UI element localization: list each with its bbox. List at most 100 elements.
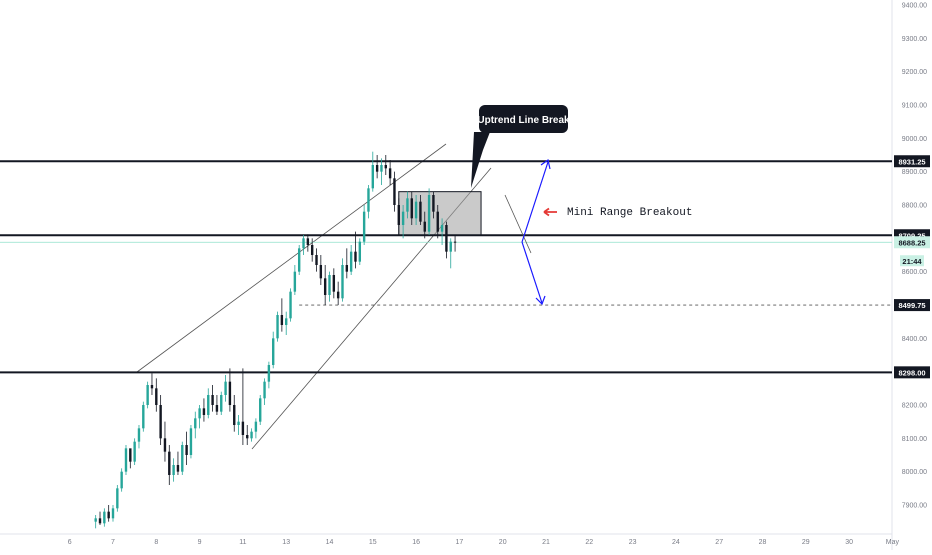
price-label-text: 8931.25 xyxy=(898,157,925,166)
candle-body xyxy=(176,465,180,472)
candle-body xyxy=(194,418,197,429)
candle-body xyxy=(137,428,141,442)
candle-body xyxy=(181,445,184,472)
candle-body xyxy=(163,438,167,452)
time-tick-label: 9 xyxy=(198,539,202,546)
candle-body xyxy=(103,511,106,524)
candle-body xyxy=(142,405,145,429)
candle-body xyxy=(328,275,331,295)
time-tick-label: 20 xyxy=(499,539,507,546)
candle-body xyxy=(129,448,132,462)
price-label-text: 8709.25 xyxy=(898,231,925,240)
candle-body xyxy=(306,238,310,245)
candle-body xyxy=(241,421,245,435)
candle-body xyxy=(215,405,219,412)
projection-arrows xyxy=(504,158,557,306)
time-tick-label: 22 xyxy=(585,539,593,546)
candle-body xyxy=(302,238,305,249)
uptrend-callout: Uptrend Line Break xyxy=(471,105,570,188)
candle-body xyxy=(397,205,400,225)
candle-body xyxy=(349,251,353,272)
candle-body xyxy=(146,385,149,405)
upside-arrowhead xyxy=(540,158,551,170)
candle-body xyxy=(345,265,349,272)
candle-body xyxy=(445,225,448,252)
price-label-text: 8499.75 xyxy=(898,301,925,310)
candle-body xyxy=(168,451,171,475)
candle-body xyxy=(371,165,374,189)
downside-arrowhead xyxy=(535,295,546,306)
candle-body xyxy=(120,471,123,489)
price-label-box xyxy=(894,366,930,379)
candle-body xyxy=(358,241,362,262)
downside-arrow xyxy=(521,241,543,304)
time-tick-label: 23 xyxy=(629,539,637,546)
candle-body xyxy=(98,518,102,524)
time-axis: 36789111314151617202122232427282930May4 xyxy=(68,539,900,546)
time-tick-label: 7 xyxy=(111,539,115,546)
candle-body xyxy=(427,195,431,232)
time-tick-label: 16 xyxy=(412,539,420,546)
callout-pointer xyxy=(471,132,490,188)
candle-body xyxy=(111,508,115,519)
candle-body xyxy=(367,188,370,212)
candle-body xyxy=(133,441,136,462)
candle-body xyxy=(375,165,379,172)
candle-body xyxy=(202,408,206,415)
candle-body xyxy=(336,291,340,299)
time-tick-label: 27 xyxy=(715,539,723,546)
callout-bubble xyxy=(479,105,568,133)
price-tick-label: 9300.00 xyxy=(902,36,927,43)
candle-body xyxy=(362,211,366,242)
candle-body xyxy=(419,201,422,222)
price-tick-label: 9100.00 xyxy=(902,103,927,110)
candle-body xyxy=(233,405,236,425)
price-tick-label: 8600.00 xyxy=(902,269,927,276)
time-tick-label: 28 xyxy=(759,539,767,546)
price-tick-label: 9000.00 xyxy=(902,136,927,143)
price-label-box xyxy=(894,299,930,312)
candle-body xyxy=(254,421,258,432)
time-tick-label: 24 xyxy=(672,539,680,546)
candle-body xyxy=(185,445,188,455)
candle-body xyxy=(406,198,409,212)
time-tick-label: 8 xyxy=(154,539,158,546)
candles-group xyxy=(94,151,457,529)
range-breakout-marker xyxy=(543,207,557,217)
price-tick-label: 9400.00 xyxy=(902,3,927,10)
price-tick-label: 8100.00 xyxy=(902,436,927,443)
candle-body xyxy=(224,381,227,395)
time-tick-label: 11 xyxy=(239,539,246,546)
candle-body xyxy=(228,381,232,405)
candle-body xyxy=(207,395,210,415)
time-tick-label: 6 xyxy=(68,539,72,546)
price-tick-label: 8000.00 xyxy=(902,469,927,476)
candle-body xyxy=(198,408,201,419)
candle-body xyxy=(414,201,418,219)
candle-body xyxy=(259,398,262,422)
price-label-box xyxy=(894,155,930,168)
time-tick-label: 17 xyxy=(456,539,464,546)
time-tick-label: 21 xyxy=(542,539,550,546)
countdown-text: 21:44 xyxy=(902,257,922,266)
candle-body xyxy=(449,241,452,252)
candle-body xyxy=(315,255,318,265)
candle-body xyxy=(272,338,275,365)
upside-arrow xyxy=(521,161,549,243)
candle-body xyxy=(94,518,97,522)
price-tick-label: 8200.00 xyxy=(902,403,927,410)
range-breakout-text: Mini Range Breakout xyxy=(567,207,692,219)
time-tick-label: 15 xyxy=(369,539,377,546)
price-label-text: 8298.00 xyxy=(898,368,925,377)
candle-body xyxy=(172,465,175,475)
candle-body xyxy=(453,241,457,243)
candle-body xyxy=(323,278,327,295)
candle-body xyxy=(159,405,162,439)
candle-body xyxy=(440,225,444,232)
candle-body xyxy=(341,265,344,299)
candle-body xyxy=(410,198,413,219)
candle-body xyxy=(237,421,240,425)
candle-body xyxy=(276,315,279,339)
